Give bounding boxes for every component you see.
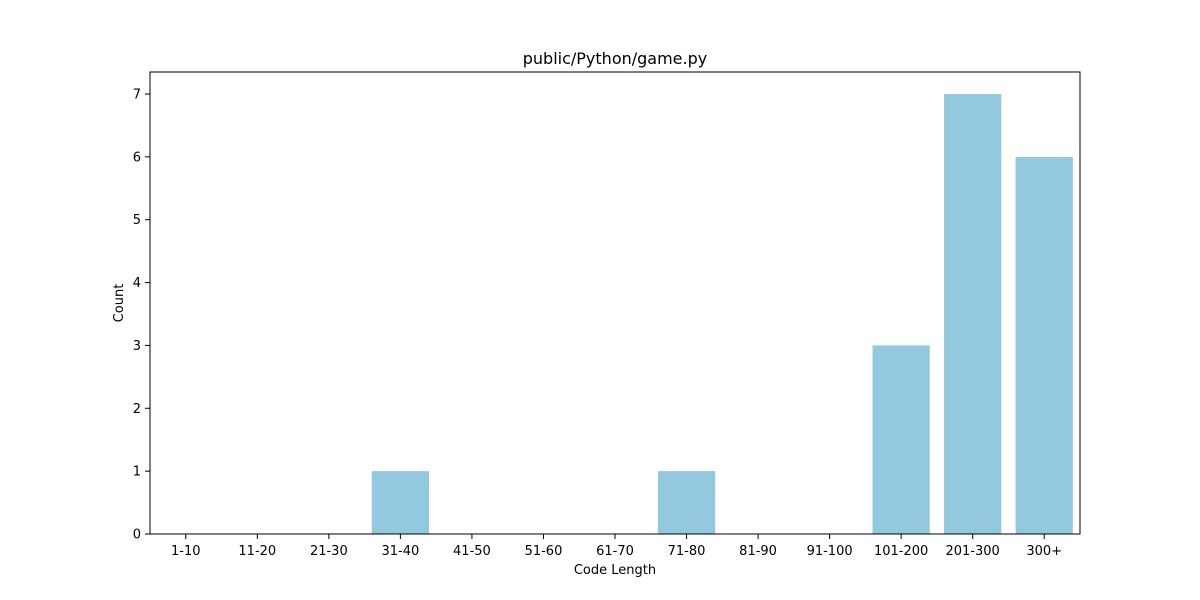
x-axis: 1-10 11-20 21-30 31-40 41-50 51-60 61-70 71-80 8… — [171, 534, 1062, 559]
y-tick-label: 4 — [133, 276, 141, 291]
y-tick-label: 3 — [133, 339, 141, 354]
bar-101-200 — [872, 345, 930, 534]
x-tick-label: 1-10 — [171, 544, 201, 559]
x-tick-label: 71-80 — [668, 544, 706, 559]
plot-area-frame — [149, 71, 1081, 535]
chart-title: public/Python/game.py — [523, 49, 707, 68]
x-tick-label: 201-300 — [946, 544, 1000, 559]
x-tick-label: 300+ — [1026, 544, 1062, 559]
x-tick-label: 81-90 — [739, 544, 777, 559]
x-tick-label: 61-70 — [596, 544, 634, 559]
x-tick-label: 51-60 — [525, 544, 563, 559]
y-tick-label: 7 — [133, 88, 141, 103]
x-tick-label: 101-200 — [874, 544, 928, 559]
bars-group — [371, 94, 1073, 534]
y-axis: 0 1 2 3 4 5 6 7 — [133, 88, 150, 543]
x-tick-label: 11-20 — [238, 544, 276, 559]
x-axis-label: Code Length — [574, 563, 656, 578]
x-tick-label: 21-30 — [310, 544, 348, 559]
x-tick-label: 91-100 — [807, 544, 853, 559]
x-tick-label: 31-40 — [381, 544, 419, 559]
bar-300+ — [1015, 156, 1073, 534]
bar-201-300 — [944, 94, 1002, 534]
bar-31-40 — [371, 471, 429, 534]
y-tick-label: 6 — [133, 150, 141, 165]
bar-71-80 — [657, 471, 716, 534]
y-tick-label: 5 — [133, 213, 141, 228]
y-tick-label: 1 — [133, 465, 141, 480]
y-tick-label: 0 — [133, 528, 141, 543]
y-axis-label: Count — [112, 284, 127, 323]
y-tick-label: 2 — [133, 402, 141, 417]
x-tick-label: 41-50 — [453, 544, 491, 559]
